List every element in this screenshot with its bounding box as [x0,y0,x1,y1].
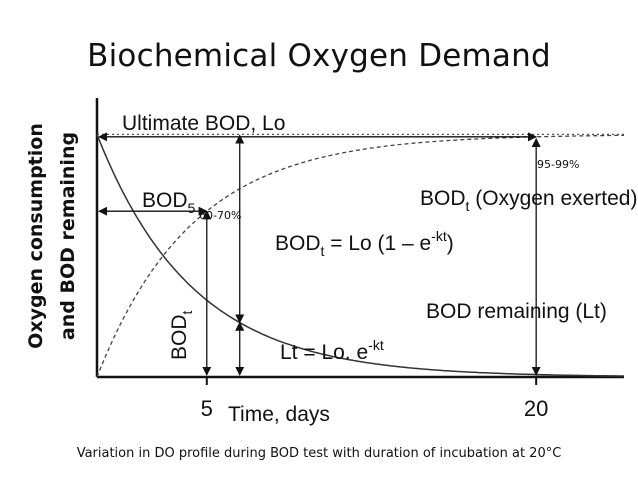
bod-remaining-label: BOD remaining (Lt) [426,300,607,323]
bodt-exerted-main: BOD [420,187,466,210]
y-axis-title-line1: Oxygen consumption [25,123,47,349]
slide-title: Biochemical Oxygen Demand [87,38,551,74]
figure-caption: Variation in DO profile during BOD test … [76,446,562,461]
eq1-part-c: ) [447,232,454,255]
eq2-sup: -kt [368,337,384,353]
bod5-label: BOD5 [142,189,196,216]
bodt-vertical-main: BOD [168,314,191,360]
bod5-label-main: BOD [142,189,188,212]
equation-lt: Lt = Lo. e-kt [280,337,384,364]
bodt-exerted-rest: (Oxygen exerted) [469,187,637,210]
ultimate-bod-label: Ultimate BOD, Lo [122,112,285,135]
eq1-sub: t [321,243,325,259]
series-line-bod-exerted [96,134,624,378]
x-axis-title: Time, days [228,403,330,426]
eq1-part-b: = Lo (1 – e [324,232,431,255]
bod5-label-sub: 5 [188,200,196,216]
eq1-part-a: BOD [275,232,321,255]
y-axis-title-line2: and BOD remaining [57,132,79,340]
equation-bod-exerted: BODt = Lo (1 – e-kt) [275,228,454,259]
bodt-exerted-sub: t [466,198,470,214]
pct-95-99-label: 95-99% [537,158,579,171]
eq1-sup: -kt [431,228,447,244]
bodt-vertical-label: BODt [168,310,195,360]
bodt-vertical-sub: t [179,310,195,314]
x-tick-label-5: 5 [201,396,213,421]
eq2-part-a: Lt = Lo. e [280,341,368,364]
pct-60-70-label: 60-70% [199,209,241,222]
x-tick-label-20: 20 [524,396,548,421]
bodt-exerted-label: BODt (Oxygen exerted) [420,187,637,214]
